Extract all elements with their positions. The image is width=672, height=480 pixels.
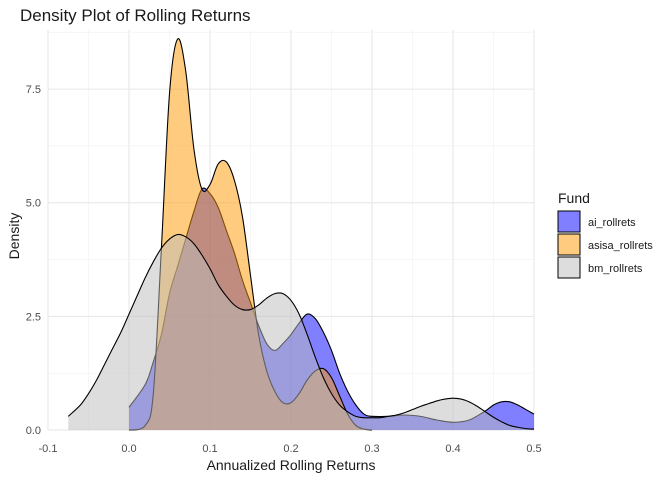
y-tick-label: 7.5 [26,84,41,96]
legend-label: bm_rollrets [588,263,643,275]
y-tick-label: 5.0 [26,198,41,210]
legend-item: ai_rollrets [557,210,636,233]
y-tick-label: 2.5 [26,311,41,323]
x-axis-title: Annualized Rolling Returns [207,457,376,473]
legend-swatch [557,210,581,233]
legend-label: ai_rollrets [588,217,636,229]
series-layer [67,38,535,431]
chart-title: Density Plot of Rolling Returns [20,6,251,25]
legend-swatch [557,233,581,256]
y-axis-ticks: 0.0 2.5 5.0 7.5 [26,84,41,437]
x-tick-label: 0.2 [283,443,298,455]
x-axis-ticks: -0.1 0.0 0.1 0.2 0.3 0.4 0.5 [39,443,542,455]
x-tick-label: 0.0 [121,443,136,455]
density-line-bm-rollrets [67,233,535,430]
x-tick-label: 0.1 [202,443,217,455]
x-tick-label: -0.1 [39,443,58,455]
legend-label: asisa_rollrets [588,240,653,252]
density-line-asisa-rollrets [128,38,373,431]
x-tick-label: 0.5 [526,443,541,455]
legend-swatch [557,256,581,279]
y-axis-title: Density [6,213,22,260]
y-tick-label: 0.0 [26,425,41,437]
density-area-bm-rollrets [68,234,534,430]
x-tick-label: 0.3 [364,443,379,455]
legend-item: bm_rollrets [557,256,643,279]
legend-item: asisa_rollrets [557,233,653,256]
legend-title: Fund [558,190,590,206]
legend: Fund ai_rollrets asisa_rollrets bm_rollret… [557,190,653,279]
x-tick-label: 0.4 [445,443,460,455]
